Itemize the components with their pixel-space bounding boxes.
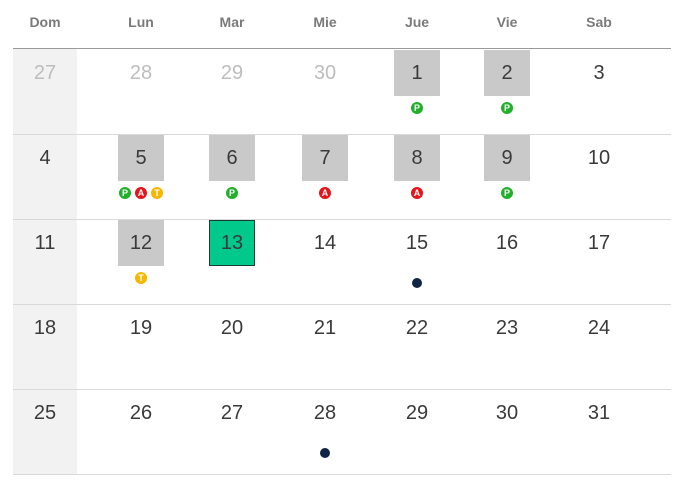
- day-cell[interactable]: 12: [118, 220, 164, 266]
- day-cell[interactable]: 28: [129, 62, 153, 84]
- day-cell[interactable]: 6: [209, 135, 255, 181]
- header-divider: [13, 48, 671, 49]
- badge-p-icon: P: [410, 101, 424, 115]
- badge-p-icon: P: [500, 186, 514, 200]
- weekday-sab: Sab: [586, 14, 612, 30]
- weekday-mar: Mar: [219, 14, 245, 30]
- day-cell[interactable]: 5: [118, 135, 164, 181]
- day-cell[interactable]: 21: [313, 317, 337, 339]
- day-cell[interactable]: 19: [129, 317, 153, 339]
- day-cell[interactable]: 27: [220, 402, 244, 424]
- day-cell[interactable]: 26: [129, 402, 153, 424]
- day-cell[interactable]: 9: [484, 135, 530, 181]
- badge-t-icon: T: [134, 271, 148, 285]
- badge-p-icon: P: [500, 101, 514, 115]
- day-cell[interactable]: 18: [33, 317, 57, 339]
- day-cell[interactable]: 29: [220, 62, 244, 84]
- day-cell[interactable]: 29: [405, 402, 429, 424]
- day-cell[interactable]: 25: [33, 402, 57, 424]
- day-cell[interactable]: 8: [394, 135, 440, 181]
- day-cell[interactable]: 16: [495, 232, 519, 254]
- sunday-column-shade: [13, 49, 77, 475]
- day-badges: A: [318, 186, 332, 200]
- badge-a-icon: A: [410, 186, 424, 200]
- day-cell[interactable]: 2: [484, 50, 530, 96]
- badge-t-icon: T: [150, 186, 164, 200]
- day-cell[interactable]: 1: [394, 50, 440, 96]
- day-cell[interactable]: 7: [302, 135, 348, 181]
- day-cell[interactable]: 27: [33, 62, 57, 84]
- day-badges: T: [134, 271, 148, 285]
- weekday-header: Dom Lun Mar Mie Jue Vie Sab: [13, 0, 671, 48]
- week-divider: [13, 134, 671, 135]
- day-cell[interactable]: 3: [593, 62, 605, 84]
- day-cell[interactable]: 20: [220, 317, 244, 339]
- event-dot-icon: [412, 278, 422, 288]
- weekday-mie: Mie: [313, 14, 337, 30]
- weekday-jue: Jue: [404, 14, 430, 30]
- weekday-vie: Vie: [496, 14, 518, 30]
- week-divider: [13, 219, 671, 220]
- day-cell[interactable]: 24: [587, 317, 611, 339]
- calendar: Dom Lun Mar Mie Jue Vie Sab 27 28 29 30 1 P 2 P…: [13, 0, 671, 487]
- day-cell[interactable]: 17: [587, 232, 611, 254]
- weekday-lun: Lun: [128, 14, 154, 30]
- week-divider: [13, 389, 671, 390]
- day-cell[interactable]: 14: [313, 232, 337, 254]
- badge-a-icon: A: [134, 186, 148, 200]
- week-divider: [13, 474, 671, 475]
- day-badges: P: [225, 186, 239, 200]
- day-cell-today[interactable]: 13: [209, 220, 255, 266]
- day-cell[interactable]: 23: [495, 317, 519, 339]
- weekday-dom: Dom: [29, 14, 61, 30]
- day-cell[interactable]: 28: [313, 402, 337, 424]
- day-badges: P: [500, 101, 514, 115]
- badge-p-icon: P: [118, 186, 132, 200]
- day-cell[interactable]: 31: [587, 402, 611, 424]
- day-badges: P: [500, 186, 514, 200]
- day-badges: A: [410, 186, 424, 200]
- badge-a-icon: A: [318, 186, 332, 200]
- week-divider: [13, 304, 671, 305]
- day-cell[interactable]: 15: [405, 232, 429, 254]
- day-cell[interactable]: 30: [313, 62, 337, 84]
- badge-p-icon: P: [225, 186, 239, 200]
- day-cell[interactable]: 4: [39, 147, 51, 169]
- day-cell[interactable]: 11: [34, 232, 56, 254]
- event-dot-icon: [320, 448, 330, 458]
- day-badges: P: [410, 101, 424, 115]
- day-cell[interactable]: 22: [405, 317, 429, 339]
- day-cell[interactable]: 30: [495, 402, 519, 424]
- day-cell[interactable]: 10: [587, 147, 611, 169]
